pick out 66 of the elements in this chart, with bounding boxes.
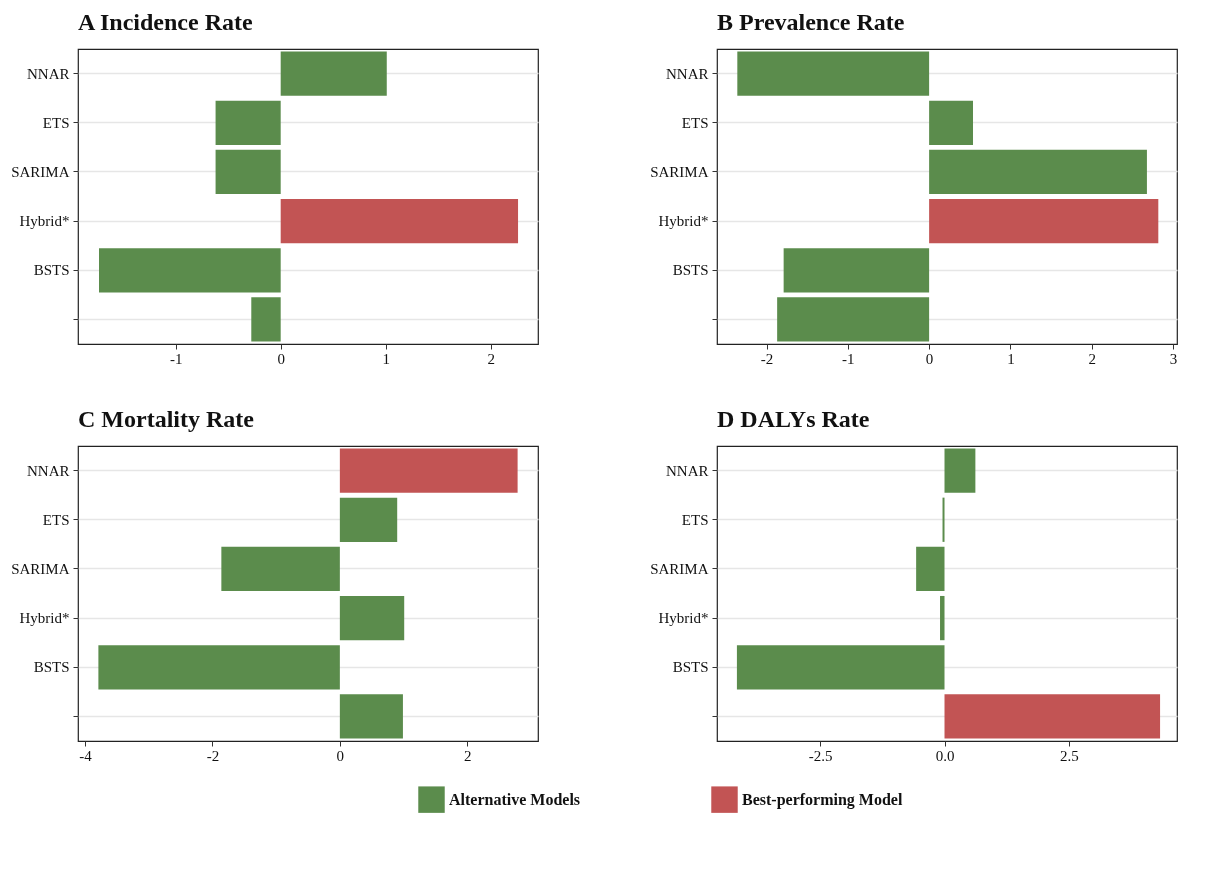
y-tick-label: BSTS: [33, 659, 70, 676]
bar: [339, 448, 518, 493]
x-tick-label: -2: [760, 350, 774, 367]
y-tick-label: NNAR: [665, 462, 709, 479]
bar: [98, 645, 340, 690]
y-tick-label: ETS: [42, 114, 70, 131]
y-tick-label: BSTS: [672, 262, 709, 279]
x-tick-label: -1: [169, 350, 183, 367]
chart-title: A Incidence Rate: [78, 9, 253, 35]
x-tick-label: 0: [925, 350, 934, 367]
y-tick-label: SARIMA: [11, 163, 70, 180]
bar: [916, 546, 945, 592]
bar: [339, 595, 405, 641]
y-tick-label: NNAR: [665, 65, 709, 82]
x-tick-label: 1: [1007, 350, 1015, 367]
bar: [736, 645, 945, 690]
bar: [944, 448, 976, 493]
x-tick-label: -2.5: [808, 747, 833, 764]
bar: [737, 51, 930, 96]
bar: [280, 51, 387, 96]
bar: [783, 248, 930, 293]
y-tick-label: Hybrid*: [19, 610, 70, 627]
legend-label: Alternative Models: [449, 790, 581, 808]
x-tick-label: 2: [1088, 350, 1096, 367]
legend-label: Best-performing Model: [742, 790, 903, 809]
bar: [929, 198, 1159, 244]
bar: [215, 100, 281, 145]
y-tick-label: NNAR: [26, 462, 70, 479]
y-tick-label: Hybrid*: [19, 213, 70, 230]
bar: [99, 248, 281, 293]
x-tick-label: 0: [277, 350, 285, 367]
bar: [339, 694, 403, 739]
y-tick-label: SARIMA: [11, 560, 70, 577]
y-tick-label: SARIMA: [650, 163, 709, 180]
x-tick-label: 2: [464, 747, 472, 764]
x-tick-label: 1: [382, 350, 390, 367]
x-tick-label: 0: [336, 747, 345, 764]
x-tick-label: 2.5: [1060, 747, 1079, 764]
x-tick-label: 3: [1169, 350, 1178, 367]
bar: [251, 297, 281, 342]
x-tick-label: -1: [842, 350, 855, 367]
x-tick-label: -2: [206, 747, 220, 764]
bar: [221, 546, 340, 592]
y-tick-label: SARIMA: [650, 560, 709, 577]
y-tick-label: BSTS: [33, 262, 70, 279]
bar: [777, 297, 930, 342]
x-tick-label: 2: [487, 350, 495, 367]
y-tick-label: ETS: [681, 114, 709, 131]
y-tick-label: NNAR: [26, 65, 70, 82]
bar: [929, 100, 974, 145]
chart-title: D DALYs Rate: [717, 406, 870, 432]
bar: [280, 198, 519, 244]
bar: [339, 497, 398, 542]
y-tick-label: Hybrid*: [658, 213, 709, 230]
y-tick-label: BSTS: [672, 659, 709, 676]
y-tick-label: ETS: [42, 511, 70, 528]
y-tick-label: Hybrid*: [658, 610, 709, 627]
chart-title: C Mortality Rate: [78, 406, 255, 432]
bar: [944, 694, 1161, 739]
bar: [929, 149, 1147, 195]
x-tick-label: -4: [79, 747, 93, 764]
chart-title: B Prevalence Rate: [717, 9, 905, 35]
bar: [215, 149, 281, 195]
bar: [940, 595, 945, 641]
y-tick-label: ETS: [681, 511, 709, 528]
x-tick-label: 0.0: [935, 747, 955, 764]
